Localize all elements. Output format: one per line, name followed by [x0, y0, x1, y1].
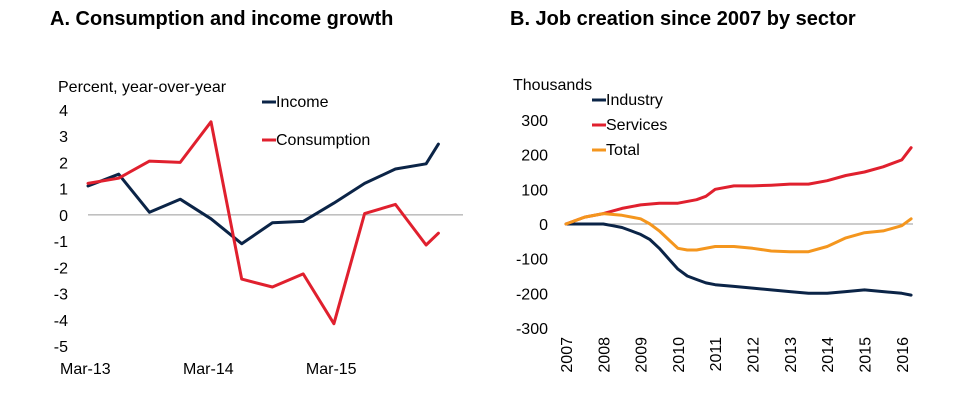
chart-a-x-tick-label: Mar-13 — [60, 361, 111, 378]
chart-b-y-axis-label: Thousands — [513, 77, 592, 94]
chart-a-y-tick-label: -5 — [54, 339, 68, 356]
chart-a-series-income-line — [86, 142, 440, 246]
chart-a: Percent, year-over-year 4 3 2 1 0 -1 -2 -3 -4 -5 Ma… — [54, 79, 463, 378]
chart-b-x-tick-label: 2012 — [746, 337, 763, 373]
chart-b-legend-label: Total — [606, 142, 640, 159]
chart-b-x-tick-label: 2009 — [634, 337, 651, 373]
chart-a-x-tick-label: Mar-14 — [183, 361, 234, 378]
chart-b-x-tick-label: 2014 — [820, 337, 837, 373]
chart-b-y-tick-label: 300 — [521, 113, 548, 130]
chart-b-y-tick-label: -300 — [516, 321, 548, 338]
chart-b-x-tick-label: 2010 — [671, 337, 688, 373]
chart-a-y-tick-label: 3 — [59, 129, 68, 146]
chart-b-x-tick-label: 2016 — [895, 337, 912, 373]
chart-b-series-services-line — [564, 146, 913, 226]
chart-b-series-total-line — [564, 212, 913, 254]
chart-a-series-consumption-line — [86, 120, 440, 326]
chart-b-y-tick-label: 0 — [539, 217, 548, 234]
chart-a-legend-label: Consumption — [276, 132, 370, 149]
chart-a-y-tick-label: 2 — [59, 155, 68, 172]
chart-b-x-tick-label: 2013 — [783, 337, 800, 373]
chart-b-x-tick-label: 2007 — [559, 337, 576, 373]
chart-b-legend-label: Services — [606, 117, 667, 134]
chart-b-legend-label: Industry — [606, 92, 663, 109]
chart-a-y-axis-label: Percent, year-over-year — [58, 79, 227, 96]
chart-b-x-tick-label: 2015 — [857, 337, 874, 373]
chart-a-y-tick-label: 0 — [59, 208, 68, 225]
chart-b-x-tick-label: 2008 — [596, 337, 613, 373]
chart-a-title: A. Consumption and income growth — [50, 8, 394, 30]
chart-b-y-tick-label: -200 — [516, 286, 548, 303]
chart-b-title: B. Job creation since 2007 by sector — [510, 8, 856, 30]
chart-a-y-tick-label: -3 — [54, 287, 68, 304]
chart-b-series-industry-line — [564, 222, 913, 297]
chart-b-y-tick-label: 100 — [521, 182, 548, 199]
chart-b-y-tick-label: -100 — [516, 252, 548, 269]
chart-b-x-tick-label: 2011 — [708, 337, 725, 372]
chart-a-y-tick-label: 4 — [59, 103, 68, 120]
chart-b-y-tick-label: 200 — [521, 148, 548, 165]
chart-a-x-tick-label: Mar-15 — [306, 361, 357, 378]
chart-a-y-tick-label: -1 — [54, 234, 68, 251]
chart-a-y-tick-label: -4 — [54, 313, 68, 330]
chart-a-y-tick-label: -2 — [54, 260, 68, 277]
chart-a-y-tick-label: 1 — [59, 182, 68, 199]
chart-a-legend-label: Income — [276, 94, 329, 111]
chart-b: Thousands 300 200 100 0 -100 -200 -300 2007 2008 2… — [513, 77, 913, 373]
